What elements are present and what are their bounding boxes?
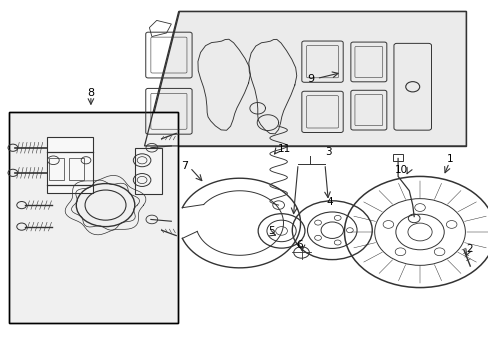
Text: 3: 3 <box>325 147 331 157</box>
Text: 6: 6 <box>295 240 302 250</box>
Bar <box>9 112 177 323</box>
Text: 7: 7 <box>181 161 188 171</box>
Bar <box>47 137 93 193</box>
Text: 9: 9 <box>307 73 314 84</box>
Bar <box>9 112 177 323</box>
Text: 5: 5 <box>268 226 275 236</box>
Text: 11: 11 <box>277 144 290 154</box>
Text: 8: 8 <box>87 88 94 98</box>
Text: 4: 4 <box>326 197 332 207</box>
Bar <box>135 148 161 194</box>
Text: 10: 10 <box>394 165 407 175</box>
Text: 2: 2 <box>466 244 472 254</box>
Bar <box>69 158 83 180</box>
Bar <box>392 154 403 161</box>
Text: 1: 1 <box>446 154 453 164</box>
Bar <box>49 158 64 180</box>
Polygon shape <box>144 12 466 146</box>
